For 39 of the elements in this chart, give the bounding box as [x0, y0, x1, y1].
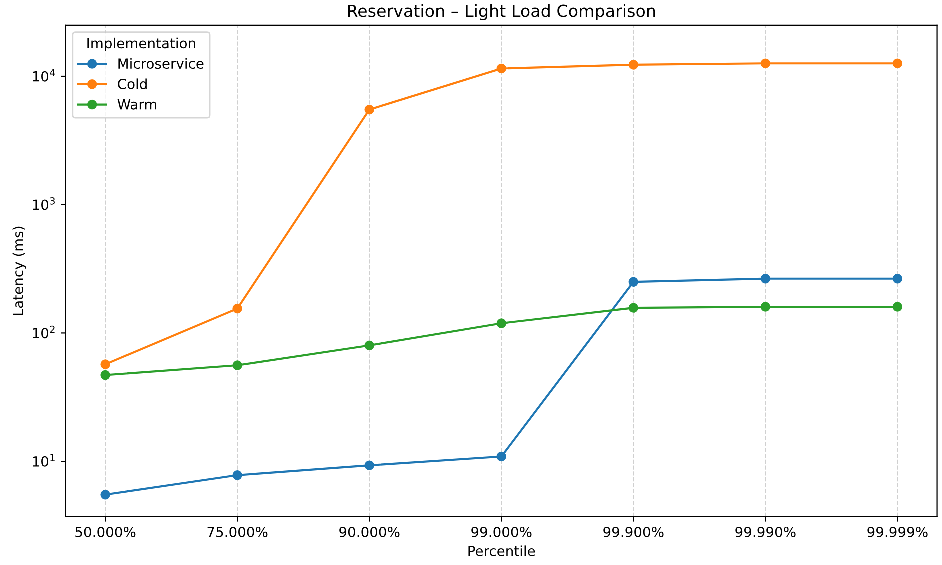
- point: [100, 360, 110, 370]
- point: [496, 452, 506, 462]
- x-tick-label: 99.999%: [868, 526, 928, 538]
- point: [760, 58, 771, 68]
- x-tick-label: 99.900%: [604, 526, 664, 538]
- point: [496, 318, 506, 328]
- y-tick-label: 10$^{2}$: [33, 326, 55, 339]
- chart-title: Reservation – Light Load Comparison: [348, 4, 656, 21]
- point: [628, 303, 638, 313]
- x-tick-label: 50.000%: [76, 526, 136, 538]
- point: [100, 490, 110, 500]
- legend-title: Implementation: [88, 38, 196, 52]
- point: [232, 470, 242, 480]
- y-tick-label: 10$^{4}$: [33, 69, 56, 82]
- y-tick-label: 10$^{3}$: [33, 197, 55, 210]
- point: [364, 104, 374, 115]
- legend-label: Warm: [118, 100, 157, 110]
- point: [892, 274, 903, 284]
- x-axis-title: Percentile: [468, 546, 536, 556]
- x-tick-label: 75.000%: [208, 526, 268, 538]
- point: [892, 302, 903, 312]
- point: [760, 302, 771, 312]
- point: [496, 64, 506, 74]
- x-tick-label: 99.000%: [472, 526, 532, 538]
- x-tick-label: 99.990%: [736, 526, 796, 538]
- point: [760, 274, 771, 284]
- point: [892, 58, 903, 68]
- point: [364, 340, 374, 351]
- x-tick-label: 90.000%: [340, 526, 400, 538]
- point: [628, 60, 638, 70]
- legend-label: Cold: [118, 78, 147, 90]
- y-axis-title: Latency (ms): [12, 226, 26, 316]
- point: [628, 277, 638, 287]
- point: [364, 460, 374, 470]
- point: [100, 370, 110, 380]
- point: [232, 304, 242, 314]
- point: [232, 360, 242, 370]
- legend-label: Microservice: [118, 58, 204, 70]
- y-tick-label: 10$^{1}$: [33, 454, 55, 467]
